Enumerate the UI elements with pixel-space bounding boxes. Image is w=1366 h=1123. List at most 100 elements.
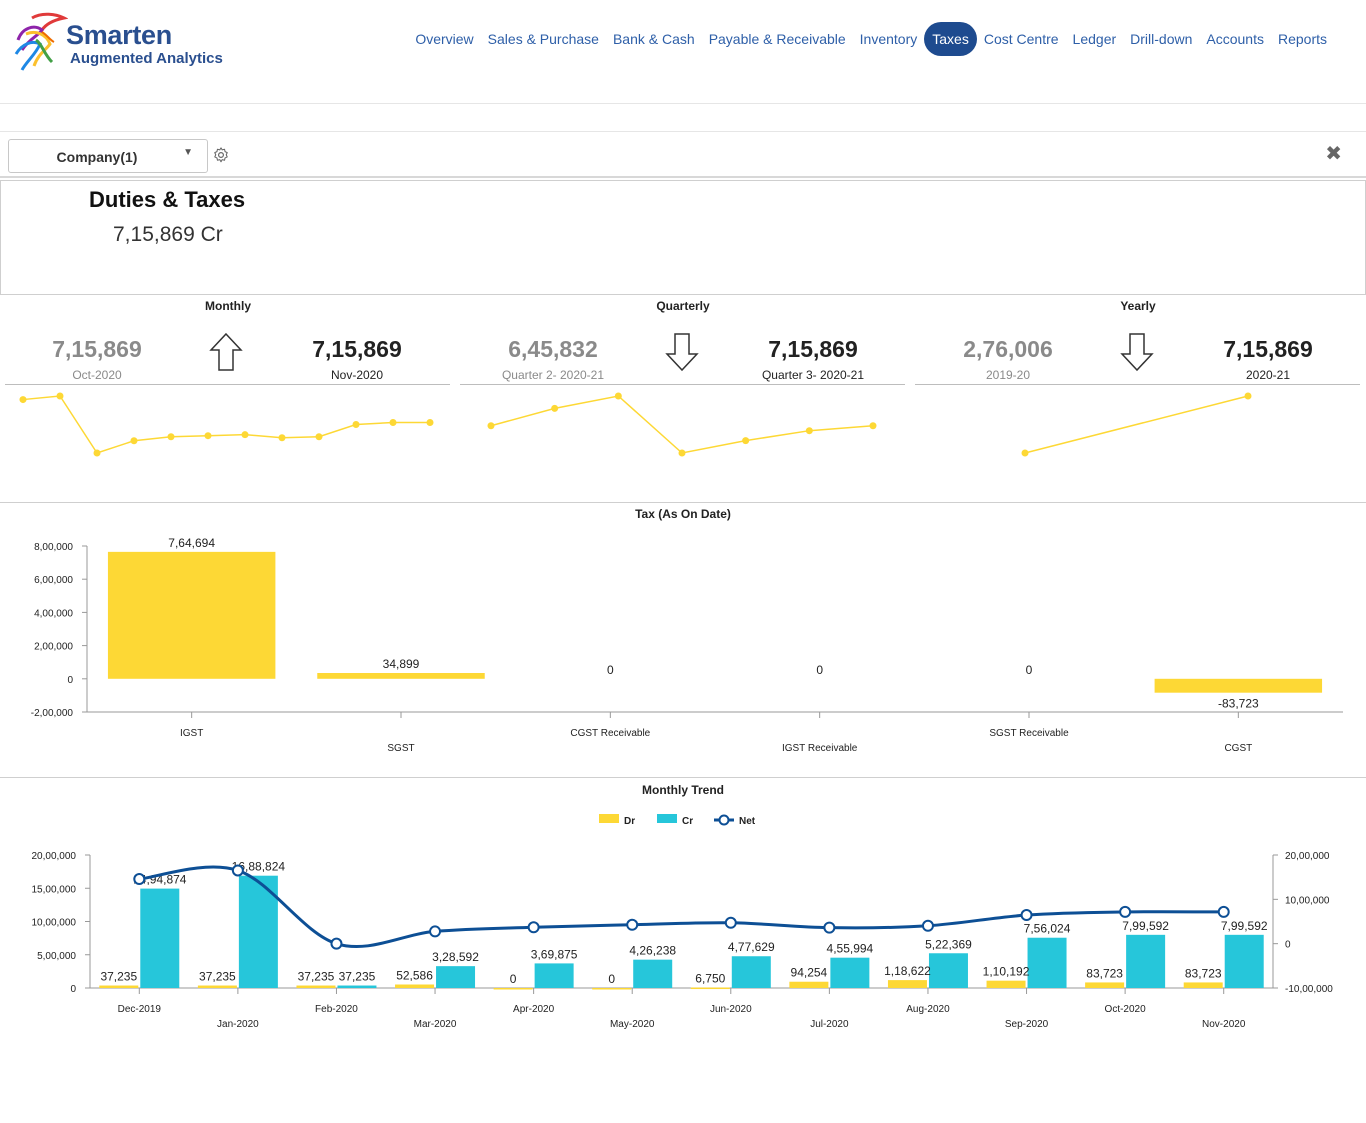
- bar-cr: [830, 957, 870, 988]
- sparkline-point: [130, 437, 138, 445]
- data-label-dr: 6,750: [695, 972, 725, 986]
- kpi-title: Duties & Taxes: [89, 187, 246, 212]
- data-label-dr: 52,586: [396, 969, 433, 983]
- bar-dr: [789, 981, 829, 988]
- y-tick-label: 0: [67, 675, 73, 686]
- kpi-value: 7,15,869 Cr: [113, 223, 223, 246]
- y-tick-label: -2,00,000: [31, 708, 74, 719]
- previous-label: Quarter 2- 2020-21: [501, 368, 605, 382]
- sparkline-point: [241, 431, 249, 439]
- data-label: 0: [1026, 663, 1033, 677]
- nav-cost-centre[interactable]: Cost Centre: [983, 31, 1059, 47]
- net-point: [921, 919, 934, 932]
- data-label-dr: 83,723: [1086, 966, 1123, 980]
- nav-overview[interactable]: Overview: [415, 31, 474, 47]
- app-header: Smarten Augmented Analytics Overview Sal…: [0, 0, 1366, 104]
- sparkline-monthly: [19, 392, 434, 457]
- bar-cr: [1126, 934, 1166, 988]
- sparkline-point: [869, 422, 877, 430]
- bar-cr: [1224, 934, 1264, 988]
- nav-payable-receivable[interactable]: Payable & Receivable: [708, 31, 846, 47]
- x-tick-label: Feb-2020: [315, 1004, 358, 1015]
- nav-sales-purchase[interactable]: Sales & Purchase: [487, 31, 599, 47]
- sparkline-point: [204, 432, 212, 440]
- nav-drill-down[interactable]: Drill-down: [1130, 31, 1193, 47]
- data-label-cr: 37,235: [339, 970, 376, 984]
- nav-ledger[interactable]: Ledger: [1072, 31, 1117, 47]
- net-point: [133, 873, 146, 886]
- net-point: [626, 918, 639, 931]
- sparkline-point: [805, 427, 813, 435]
- nav-accounts[interactable]: Accounts: [1206, 31, 1264, 47]
- sparkline-point: [278, 434, 286, 442]
- bar-cr: [633, 959, 673, 988]
- period-title: Monthly: [205, 299, 251, 313]
- legend-marker: [718, 814, 730, 826]
- section-divider: [0, 777, 1366, 778]
- current-value: 7,15,869: [768, 336, 858, 362]
- data-label: 0: [607, 663, 614, 677]
- net-point: [330, 937, 343, 950]
- data-label-dr: 37,235: [199, 970, 236, 984]
- bar-dr: [493, 988, 533, 990]
- bar-dr: [592, 988, 632, 990]
- divider: [915, 384, 1360, 385]
- y-tick-label: 10,00,000: [32, 918, 77, 929]
- nav-inventory[interactable]: Inventory: [859, 31, 918, 47]
- x-tick-label: Oct-2020: [1105, 1004, 1147, 1015]
- trend-chart-title: Monthly Trend: [642, 783, 724, 797]
- x-tick-label: Apr-2020: [513, 1004, 555, 1015]
- current-label: Nov-2020: [330, 368, 384, 382]
- duties-taxes-kpi: Duties & Taxes 7,15,869 Cr: [0, 180, 1366, 295]
- gear-icon[interactable]: [212, 146, 230, 164]
- logo-name: Smarten: [66, 20, 172, 50]
- company-select[interactable]: Company(1) ▼: [8, 139, 208, 173]
- sparkline-yearly: [1021, 392, 1252, 457]
- nav-bank-cash[interactable]: Bank & Cash: [612, 31, 695, 47]
- section-divider: [0, 502, 1366, 503]
- legend-label: Dr: [624, 816, 635, 827]
- tax-as-on-date-chart: -2,00,000 0 2,00,000 4,00,000 6,00,000 8,00,0…: [31, 536, 1343, 754]
- smarten-logo[interactable]: Smarten Augmented Analytics: [12, 10, 252, 74]
- y-tick-label: 20,00,000: [32, 851, 77, 862]
- nav-reports[interactable]: Reports: [1277, 31, 1327, 47]
- bar-dr: [887, 980, 927, 988]
- previous-label: Oct-2020: [72, 368, 122, 382]
- data-label-dr: 1,18,622: [884, 964, 931, 978]
- x-tick-label: Nov-2020: [1202, 1019, 1246, 1030]
- data-label-cr: 14,94,874: [133, 873, 187, 887]
- x-tick-label: SGST: [387, 743, 414, 754]
- net-point: [1217, 905, 1230, 918]
- current-label: 2020-21: [1245, 368, 1291, 382]
- sparkline-point: [487, 422, 495, 430]
- data-label: -83,723: [1218, 697, 1259, 711]
- legend-label: Cr: [682, 816, 693, 827]
- sparkline-point: [614, 392, 622, 400]
- current-label: Quarter 3- 2020-21: [761, 368, 865, 382]
- logo-subtitle: Augmented Analytics: [70, 50, 223, 67]
- x-tick-label: Jul-2020: [810, 1019, 849, 1030]
- bar-cr: [928, 953, 968, 988]
- x-tick-label: IGST: [180, 728, 203, 739]
- divider: [5, 384, 450, 385]
- data-label-dr: 0: [608, 972, 615, 986]
- arrow-down-icon: [665, 333, 699, 372]
- sparkline-point: [56, 392, 64, 400]
- bar-dr: [690, 987, 730, 990]
- main-nav: Overview Sales & Purchase Bank & Cash Pa…: [408, 22, 1334, 56]
- nav-taxes[interactable]: Taxes: [924, 22, 977, 56]
- net-point: [1020, 909, 1033, 922]
- bar-dr: [1085, 982, 1125, 988]
- bar-cr: [337, 985, 377, 988]
- legend-label: Net: [739, 816, 756, 827]
- net-point: [724, 916, 737, 929]
- y-tick-label: 15,00,000: [32, 884, 77, 895]
- sparkline-point: [742, 437, 750, 445]
- sparkline-path: [490, 395, 874, 454]
- filter-toolbar: Company(1) ▼ ✖: [0, 131, 1366, 178]
- y2-tick-label: 10,00,000: [1285, 895, 1330, 906]
- close-icon[interactable]: ✖: [1325, 143, 1342, 165]
- bar-cr: [140, 888, 180, 988]
- sparkline-point: [678, 449, 686, 457]
- arrow-up-icon: [209, 332, 243, 371]
